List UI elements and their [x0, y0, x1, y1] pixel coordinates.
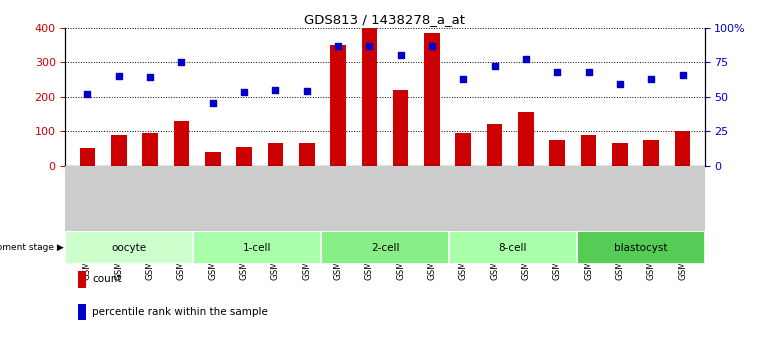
Bar [193, 231, 321, 264]
Bar [393, 90, 409, 166]
Point [206, 101, 219, 106]
Bar [487, 124, 503, 166]
Point [238, 90, 250, 95]
Point [332, 43, 344, 48]
Point [176, 59, 188, 65]
Point [300, 88, 313, 94]
Bar [644, 140, 659, 166]
Point [112, 73, 125, 79]
Bar [79, 272, 86, 287]
Text: 8-cell: 8-cell [498, 243, 527, 253]
Bar [612, 143, 628, 166]
Text: development stage ▶: development stage ▶ [0, 243, 64, 252]
Point [551, 69, 564, 75]
Point [677, 72, 689, 77]
Point [270, 87, 282, 92]
Bar [577, 231, 705, 264]
Bar [173, 121, 189, 166]
Bar [449, 231, 577, 264]
Text: percentile rank within the sample: percentile rank within the sample [92, 307, 268, 317]
Bar [299, 143, 314, 166]
Bar [236, 147, 252, 166]
Bar [330, 45, 346, 166]
Bar [79, 304, 86, 320]
Text: blastocyst: blastocyst [614, 243, 668, 253]
Point [488, 63, 500, 69]
Bar [675, 131, 691, 166]
Bar [518, 112, 534, 166]
Bar [361, 28, 377, 166]
Point [614, 81, 626, 87]
Point [81, 91, 93, 97]
Text: oocyte: oocyte [112, 243, 147, 253]
Bar [581, 135, 597, 166]
Bar [205, 152, 220, 166]
Text: 2-cell: 2-cell [370, 243, 400, 253]
Point [394, 52, 407, 58]
Bar [550, 140, 565, 166]
Point [582, 69, 594, 75]
Bar [142, 133, 158, 166]
Bar [111, 135, 126, 166]
Bar [79, 148, 95, 166]
Text: count: count [92, 275, 122, 284]
Title: GDS813 / 1438278_a_at: GDS813 / 1438278_a_at [304, 13, 466, 27]
Point [645, 76, 658, 81]
Point [426, 43, 438, 48]
Bar [424, 33, 440, 166]
Bar [267, 143, 283, 166]
Bar [65, 231, 193, 264]
Point [144, 75, 156, 80]
Point [457, 76, 470, 81]
Text: 1-cell: 1-cell [243, 243, 272, 253]
Point [520, 57, 532, 62]
Bar [456, 133, 471, 166]
Point [363, 43, 376, 48]
Bar [321, 231, 449, 264]
